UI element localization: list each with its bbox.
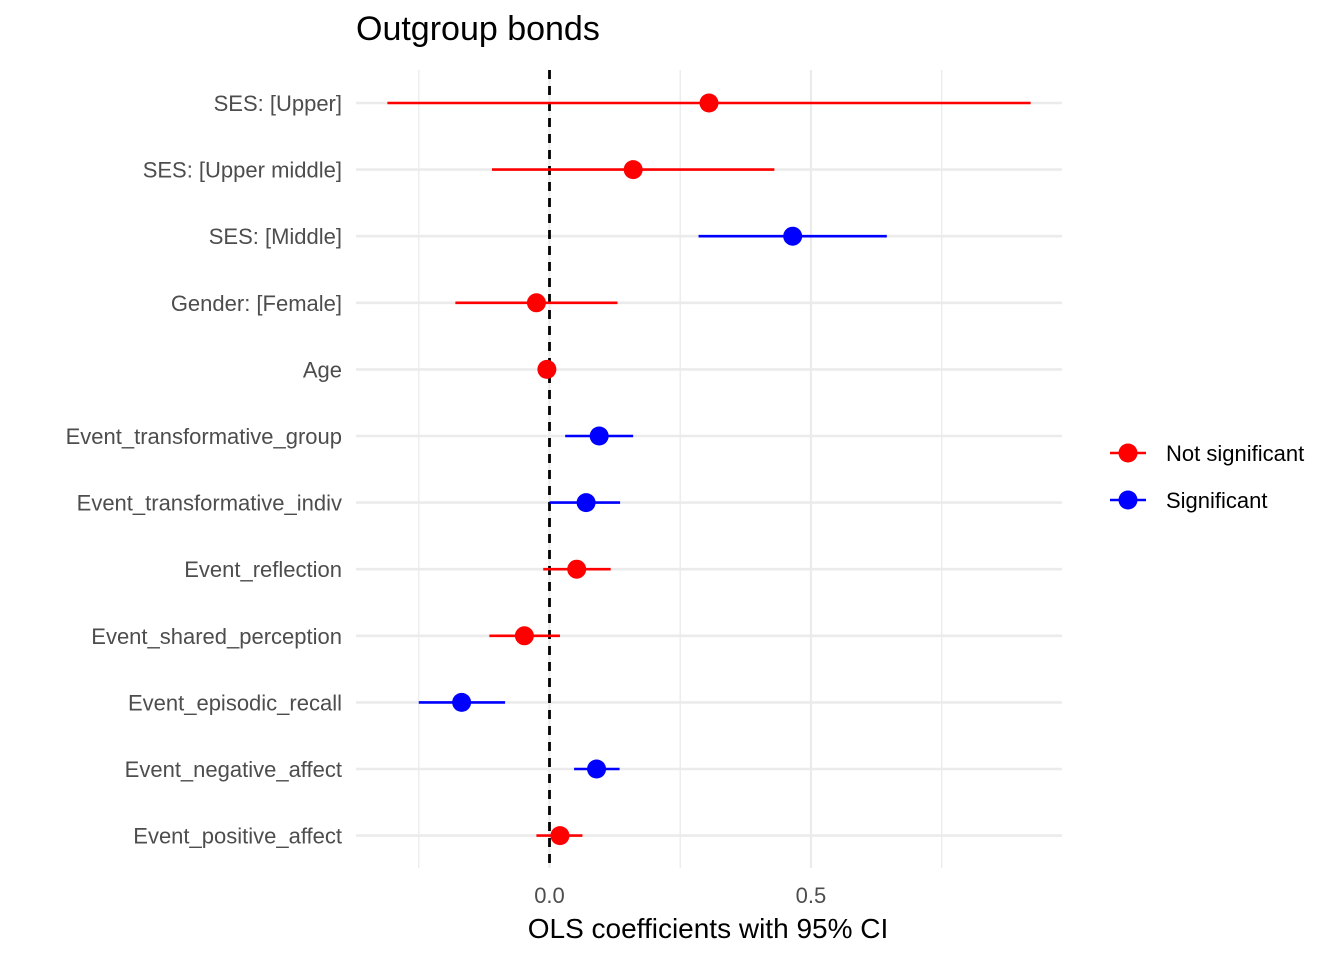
legend-key-point <box>1118 490 1138 510</box>
x-axis-tick-labels: 0.0 0.5 <box>534 883 826 908</box>
coefficient-point <box>550 826 570 846</box>
coefficient-point <box>576 493 596 513</box>
y-tick-label: Event_episodic_recall <box>128 690 342 715</box>
x-tick-label: 0.0 <box>534 883 565 908</box>
x-tick-label: 0.5 <box>796 883 827 908</box>
coefficient-point <box>514 626 534 646</box>
y-tick-label: SES: [Middle] <box>209 224 342 249</box>
y-tick-label: Event_reflection <box>184 557 342 582</box>
legend-label: Significant <box>1166 488 1268 513</box>
gridlines <box>356 70 1062 868</box>
chart-title: Outgroup bonds <box>356 10 600 48</box>
y-tick-label: Event_transformative_indiv <box>77 491 342 516</box>
coefficient-point <box>589 426 609 446</box>
legend-label: Not significant <box>1166 441 1304 466</box>
y-tick-label: Event_transformative_group <box>66 424 342 449</box>
legend: Not significant Significant <box>1110 441 1304 513</box>
coefficient-point <box>452 692 472 712</box>
coefficient-point <box>567 559 587 579</box>
y-tick-label: Gender: [Female] <box>171 291 342 316</box>
y-axis-tick-labels: SES: [Upper] SES: [Upper middle] SES: [Mid… <box>66 91 342 849</box>
coefficient-point <box>623 160 643 180</box>
coefficient-point <box>783 226 803 246</box>
y-tick-label: Age <box>303 357 342 382</box>
y-tick-label: SES: [Upper] <box>214 91 342 116</box>
confidence-intervals <box>387 101 1031 837</box>
coefficient-points <box>452 93 803 846</box>
coefficient-point <box>587 759 607 779</box>
y-tick-label: Event_shared_perception <box>91 624 342 649</box>
y-tick-label: SES: [Upper middle] <box>143 158 342 183</box>
x-axis-title: OLS coefficients with 95% CI <box>528 913 889 944</box>
legend-key-point <box>1118 443 1138 463</box>
y-tick-label: Event_positive_affect <box>133 824 342 849</box>
legend-key <box>1110 443 1146 463</box>
coefficient-point <box>537 359 557 379</box>
coefficient-point <box>699 93 719 113</box>
y-tick-label: Event_negative_affect <box>125 757 342 782</box>
coefficient-point <box>526 293 546 313</box>
legend-key <box>1110 490 1146 510</box>
